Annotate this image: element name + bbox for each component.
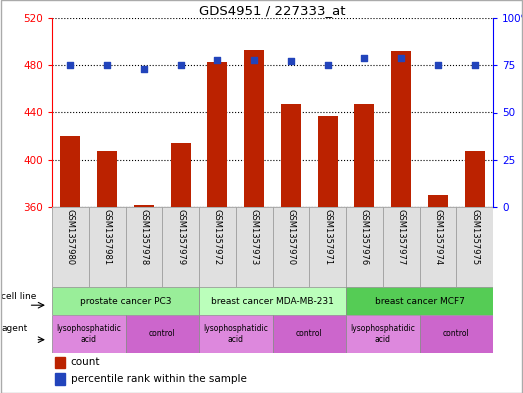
Point <box>323 62 332 68</box>
Bar <box>126 207 162 287</box>
Bar <box>199 207 236 287</box>
Text: GSM1357977: GSM1357977 <box>396 209 406 266</box>
Bar <box>207 62 228 207</box>
Bar <box>317 116 338 207</box>
Bar <box>170 143 191 207</box>
Text: breast cancer MDA-MB-231: breast cancer MDA-MB-231 <box>211 296 334 305</box>
Bar <box>52 315 126 353</box>
Point <box>176 62 185 68</box>
Bar <box>281 104 301 207</box>
Bar <box>134 205 154 207</box>
Bar <box>272 207 309 287</box>
Point <box>66 62 75 68</box>
Bar <box>419 315 493 353</box>
Text: GSM1357974: GSM1357974 <box>434 209 442 266</box>
Bar <box>309 207 346 287</box>
Bar <box>428 195 448 207</box>
Text: agent: agent <box>1 324 27 333</box>
Bar <box>456 207 493 287</box>
Bar <box>60 136 81 207</box>
Point <box>213 57 222 63</box>
Bar <box>199 315 272 353</box>
Bar <box>346 207 383 287</box>
Point <box>140 66 148 72</box>
Text: GSM1357981: GSM1357981 <box>103 209 111 266</box>
Point <box>471 62 479 68</box>
Bar <box>54 356 65 368</box>
Bar <box>272 315 346 353</box>
Text: GSM1357971: GSM1357971 <box>323 209 332 266</box>
Bar <box>126 315 199 353</box>
Text: lysophosphatidic
acid: lysophosphatidic acid <box>56 324 121 344</box>
Text: cell line: cell line <box>1 292 37 301</box>
Text: lysophosphatidic
acid: lysophosphatidic acid <box>203 324 268 344</box>
Bar <box>354 104 374 207</box>
Text: control: control <box>149 329 176 338</box>
Text: lysophosphatidic
acid: lysophosphatidic acid <box>350 324 415 344</box>
Bar <box>419 207 456 287</box>
Point <box>103 62 111 68</box>
Bar <box>346 287 493 315</box>
Bar <box>52 287 199 315</box>
Bar <box>54 373 65 384</box>
Bar <box>162 207 199 287</box>
Bar <box>52 207 89 287</box>
Text: count: count <box>71 357 100 367</box>
Bar <box>97 151 117 207</box>
Text: GSM1357978: GSM1357978 <box>139 209 149 266</box>
Text: GSM1357976: GSM1357976 <box>360 209 369 266</box>
Text: GSM1357980: GSM1357980 <box>66 209 75 266</box>
Bar <box>236 207 272 287</box>
Text: control: control <box>296 329 323 338</box>
Point <box>250 57 258 63</box>
Text: GSM1357973: GSM1357973 <box>249 209 259 266</box>
Title: GDS4951 / 227333_at: GDS4951 / 227333_at <box>199 4 346 17</box>
Bar <box>464 151 485 207</box>
Text: percentile rank within the sample: percentile rank within the sample <box>71 374 246 384</box>
Text: GSM1357970: GSM1357970 <box>287 209 295 266</box>
Bar <box>89 207 126 287</box>
Text: prostate cancer PC3: prostate cancer PC3 <box>79 296 171 305</box>
Point <box>287 58 295 64</box>
Bar <box>244 50 264 207</box>
Text: GSM1357975: GSM1357975 <box>470 209 479 266</box>
Bar <box>383 207 419 287</box>
Text: GSM1357972: GSM1357972 <box>213 209 222 266</box>
Point <box>397 55 405 61</box>
Bar <box>199 287 346 315</box>
Point <box>360 55 369 61</box>
Text: breast cancer MCF7: breast cancer MCF7 <box>374 296 464 305</box>
Bar <box>391 51 411 207</box>
Text: control: control <box>443 329 470 338</box>
Point <box>434 62 442 68</box>
Bar <box>346 315 419 353</box>
Text: GSM1357979: GSM1357979 <box>176 209 185 266</box>
